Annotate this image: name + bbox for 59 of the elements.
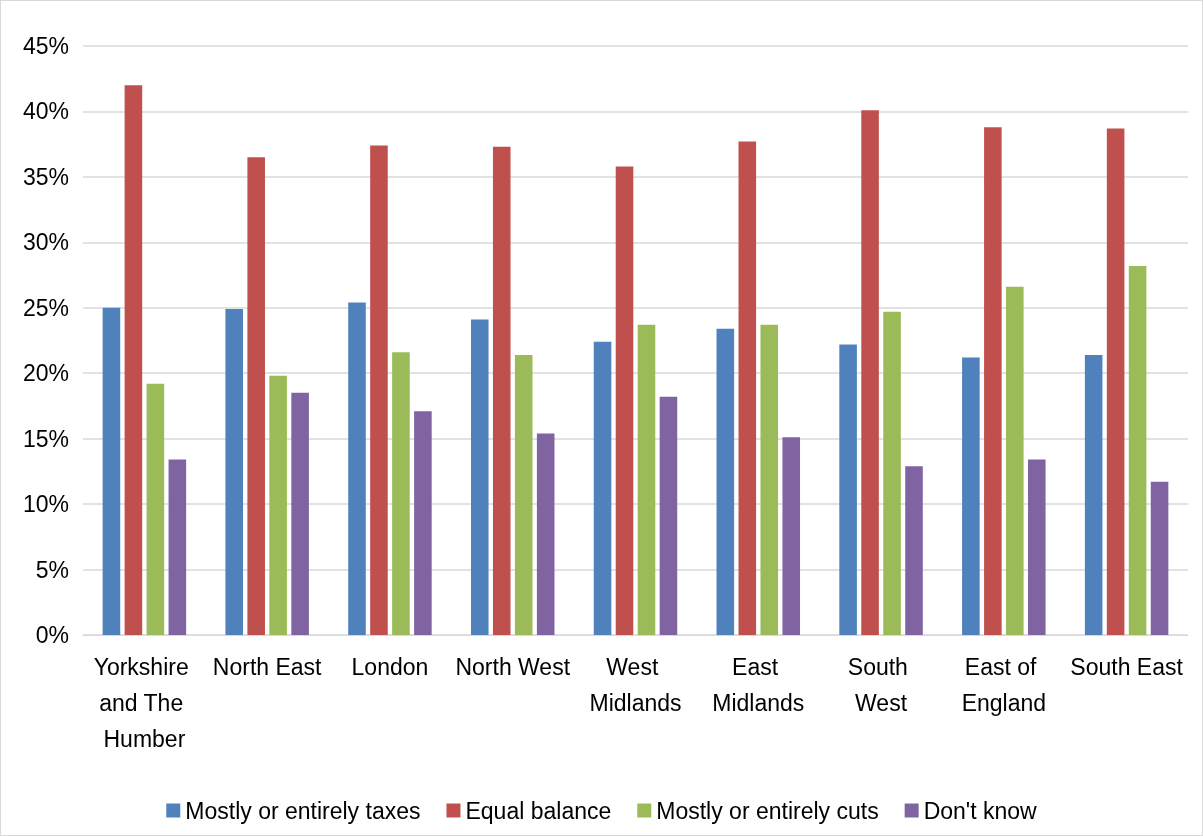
x-tick-label: North East	[212, 654, 323, 680]
bar	[782, 437, 801, 635]
x-tick-label: East of England	[961, 654, 1047, 716]
legend-label: Mostly or entirely cuts	[656, 797, 879, 824]
bar	[269, 375, 287, 635]
y-tick-label: 20%	[22, 360, 69, 387]
bar	[1084, 354, 1103, 635]
bar	[124, 85, 143, 635]
bar	[905, 466, 923, 635]
legend-label: Equal balance	[465, 797, 612, 824]
bar	[615, 166, 634, 635]
bar	[659, 396, 678, 635]
bar	[392, 352, 410, 635]
bar	[716, 328, 735, 635]
bar	[1150, 481, 1169, 635]
bar	[984, 127, 1002, 635]
y-tick-label: 10%	[22, 491, 69, 518]
bar	[225, 309, 243, 635]
bar	[414, 411, 432, 635]
legend-label: Mostly or entirely taxes	[185, 797, 421, 824]
bar	[1106, 128, 1125, 635]
y-tick-label: 30%	[22, 229, 69, 256]
bar	[1128, 265, 1147, 635]
y-tick-label: 40%	[22, 98, 69, 125]
bar	[168, 459, 187, 635]
bar	[492, 146, 511, 635]
x-tick-label: South West	[847, 654, 915, 716]
bar	[370, 145, 388, 635]
bar	[247, 157, 265, 635]
bar	[861, 110, 879, 635]
x-tick-label: West Midlands	[589, 654, 682, 716]
bar	[1006, 286, 1024, 635]
bar	[883, 311, 901, 635]
y-tick-label: 5%	[35, 556, 69, 583]
y-tick-label: 35%	[22, 163, 69, 190]
bar	[760, 324, 779, 635]
bar	[1028, 459, 1046, 635]
y-tick-label: 25%	[22, 294, 69, 321]
x-tick-label: London	[351, 654, 429, 680]
y-tick-label: 45%	[22, 33, 69, 59]
bar	[470, 319, 489, 635]
bar	[962, 357, 980, 635]
bar	[514, 354, 533, 635]
x-tick-label: North West	[455, 654, 571, 680]
x-tick-label: South East	[1070, 654, 1184, 680]
bar	[593, 341, 612, 635]
bar	[348, 302, 366, 635]
x-tick-label: Yorkshire and The Humber	[93, 654, 196, 752]
bar	[738, 141, 757, 635]
bar	[839, 344, 857, 635]
x-tick-label: East Midlands	[712, 654, 805, 716]
bar	[291, 392, 309, 635]
y-tick-label: 0%	[35, 622, 69, 648]
bar	[637, 324, 656, 635]
bar	[102, 307, 121, 635]
bar	[536, 433, 555, 635]
legend-label: Don't know	[923, 797, 1038, 824]
bar	[146, 383, 165, 635]
y-tick-label: 15%	[22, 425, 69, 452]
